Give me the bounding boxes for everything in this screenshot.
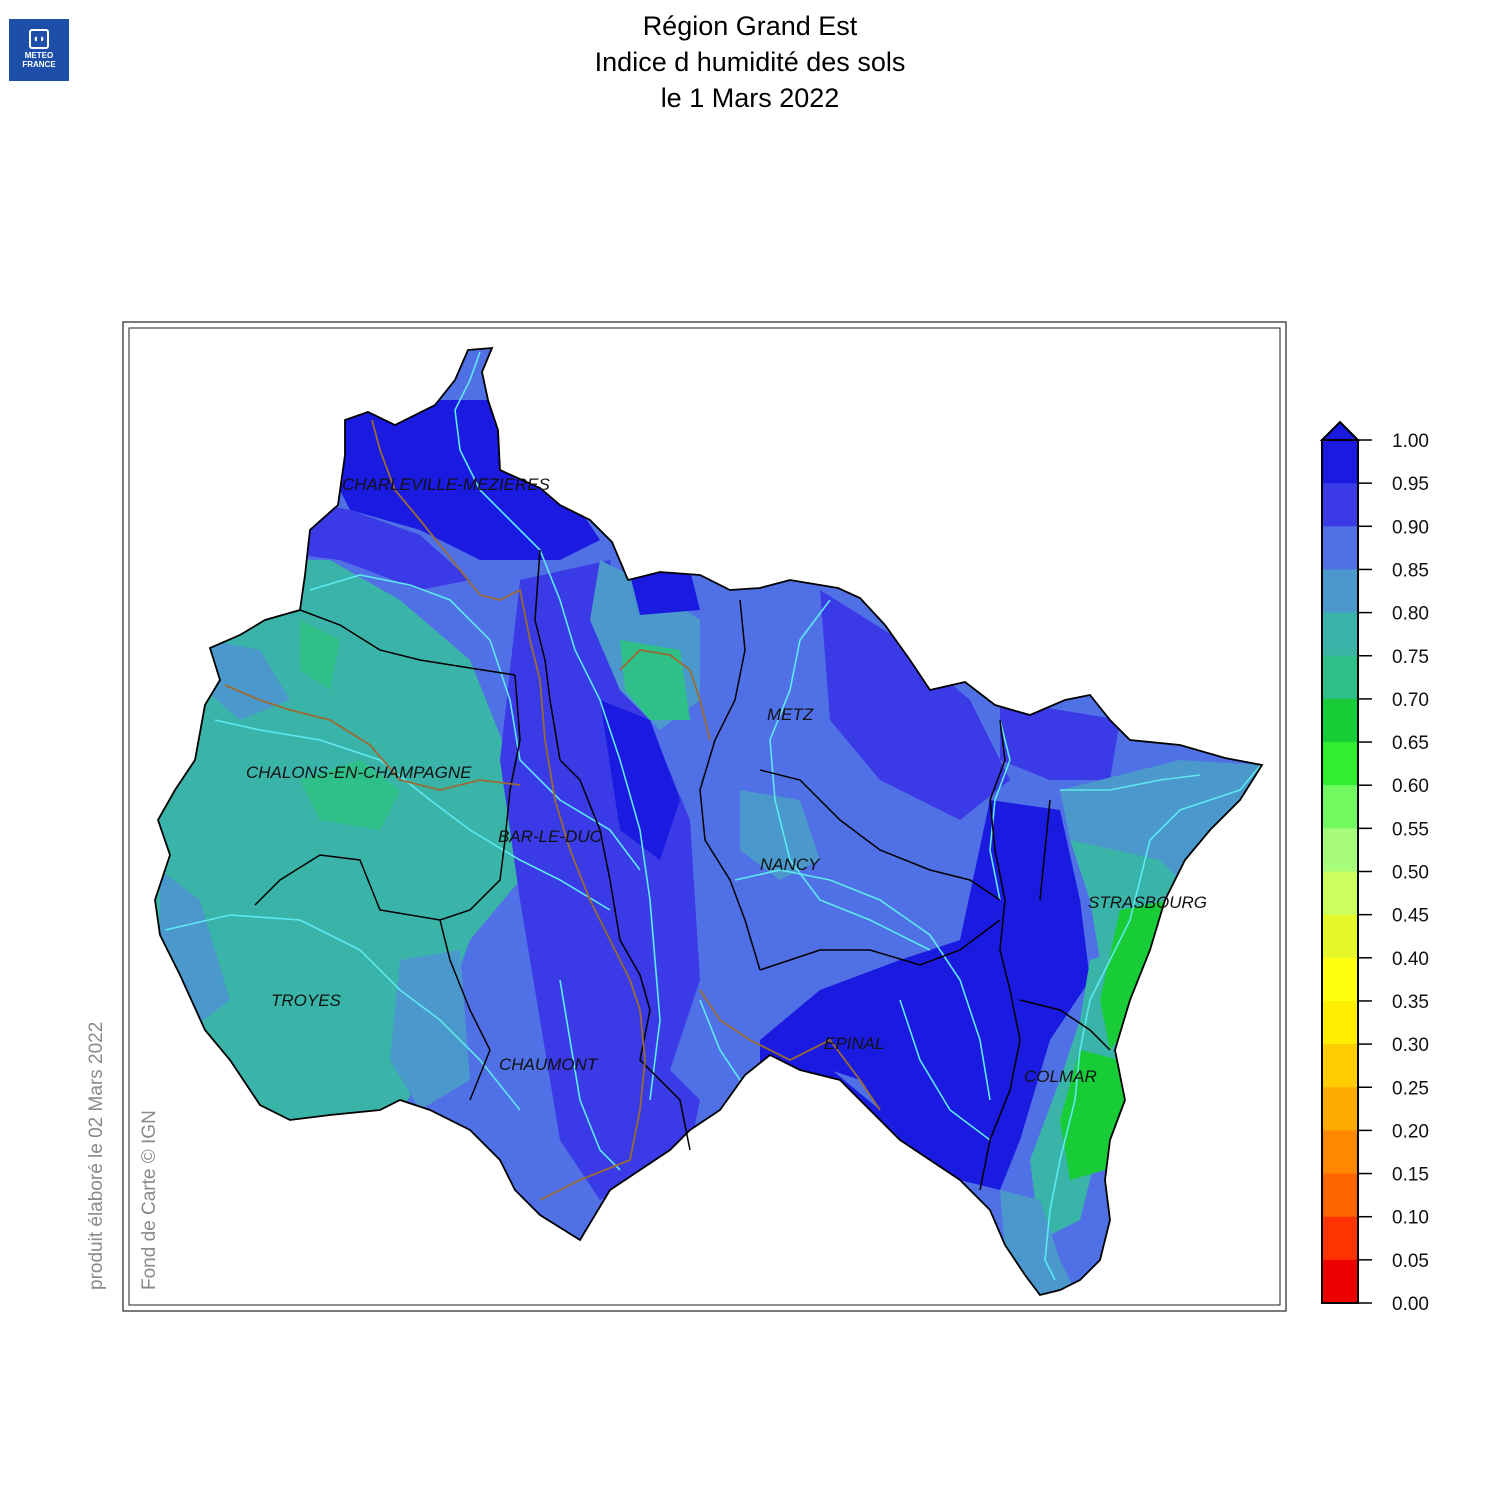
city-label-charleville-mezieres: CHARLEVILLE-MEZIERES xyxy=(342,475,550,494)
legend-swatch xyxy=(1322,612,1358,657)
legend-swatch xyxy=(1322,1173,1358,1218)
city-label-nancy: NANCY xyxy=(760,855,821,874)
legend-overflow-arrow xyxy=(1319,420,1361,441)
legend-tick-label: 0.40 xyxy=(1392,949,1429,970)
legend-tick-label: 0.70 xyxy=(1392,690,1429,711)
legend-tick-label: 0.60 xyxy=(1392,776,1429,797)
legend-swatch xyxy=(1322,698,1358,743)
logo-text-line1: METEO xyxy=(24,51,54,60)
legend-swatch xyxy=(1322,1216,1358,1261)
legend-tick-label: 0.80 xyxy=(1392,604,1429,625)
legend-swatch xyxy=(1322,483,1358,527)
legend-swatch xyxy=(1322,1000,1358,1045)
legend-tick-label: 0.85 xyxy=(1392,560,1429,581)
legend-tick-label: 0.25 xyxy=(1392,1078,1429,1099)
legend-tick-label: 0.95 xyxy=(1392,474,1429,495)
city-labels: CHARLEVILLE-MEZIERES METZ CHALONS-EN-CHA… xyxy=(246,475,1207,1086)
city-label-strasbourg: STRASBOURG xyxy=(1088,893,1207,912)
legend-swatch xyxy=(1322,1044,1358,1088)
city-label-epinal: EPINAL xyxy=(824,1034,884,1053)
legend-tick-label: 0.10 xyxy=(1392,1208,1429,1229)
legend-swatch xyxy=(1322,1087,1358,1131)
legend-tick-label: 0.75 xyxy=(1392,647,1429,668)
meteo-france-symbol-icon: ◖◗ xyxy=(29,29,49,49)
legend-swatch xyxy=(1322,569,1358,614)
legend-tick-label: 0.20 xyxy=(1392,1121,1429,1142)
map-frame xyxy=(122,321,1287,1312)
city-label-chaumont: CHAUMONT xyxy=(499,1055,599,1074)
title-line-index: Indice d humidité des sols xyxy=(594,47,906,77)
meteo-france-logo: ◖◗ METEO FRANCE xyxy=(9,19,69,81)
legend-tick-label: 0.35 xyxy=(1392,992,1429,1013)
legend-tick-label: 0.00 xyxy=(1392,1294,1429,1315)
legend-swatch xyxy=(1322,440,1358,484)
legend-tick-label: 1.00 xyxy=(1392,431,1429,452)
color-legend: 1.00 0.95 0.90 0.85 0.80 0.75 0.70 0.65 0.60 0.55… xyxy=(1319,420,1429,1315)
legend-swatch xyxy=(1322,871,1358,916)
legend-tick-label: 0.15 xyxy=(1392,1165,1429,1186)
city-label-metz: METZ xyxy=(767,705,814,724)
legend-swatch xyxy=(1322,828,1358,872)
legend-swatch xyxy=(1322,957,1358,1002)
legend-swatch xyxy=(1322,1259,1358,1304)
title-line-date: le 1 Mars 2022 xyxy=(660,83,840,113)
legend-swatch xyxy=(1322,1130,1358,1175)
city-label-colmar: COLMAR xyxy=(1024,1067,1097,1086)
logo-text-line2: FRANCE xyxy=(22,60,56,69)
legend-tick-label: 0.05 xyxy=(1392,1251,1429,1272)
legend-swatch xyxy=(1322,742,1358,786)
legend-tick-label: 0.90 xyxy=(1392,517,1429,538)
legend-swatch xyxy=(1322,785,1358,829)
city-label-bar-le-duc: BAR-LE-DUC xyxy=(498,827,603,846)
legend-swatch xyxy=(1322,655,1358,700)
city-label-chalons-en-champagne: CHALONS-EN-CHAMPAGNE xyxy=(246,763,472,782)
legend-tick-label: 0.55 xyxy=(1392,819,1429,840)
city-label-troyes: TROYES xyxy=(271,991,342,1010)
legend-swatch xyxy=(1322,914,1358,959)
title-line-region: Région Grand Est xyxy=(642,11,858,41)
legend-tick-label: 0.65 xyxy=(1392,733,1429,754)
legend-tick-label: 0.50 xyxy=(1392,863,1429,884)
former-region-boundary xyxy=(224,419,881,1201)
map-title: Région Grand Est Indice d humidité des s… xyxy=(0,8,1500,116)
legend-tick-label: 0.45 xyxy=(1392,906,1429,927)
legend-tick-label: 0.30 xyxy=(1392,1035,1429,1056)
legend-swatch xyxy=(1322,526,1358,570)
